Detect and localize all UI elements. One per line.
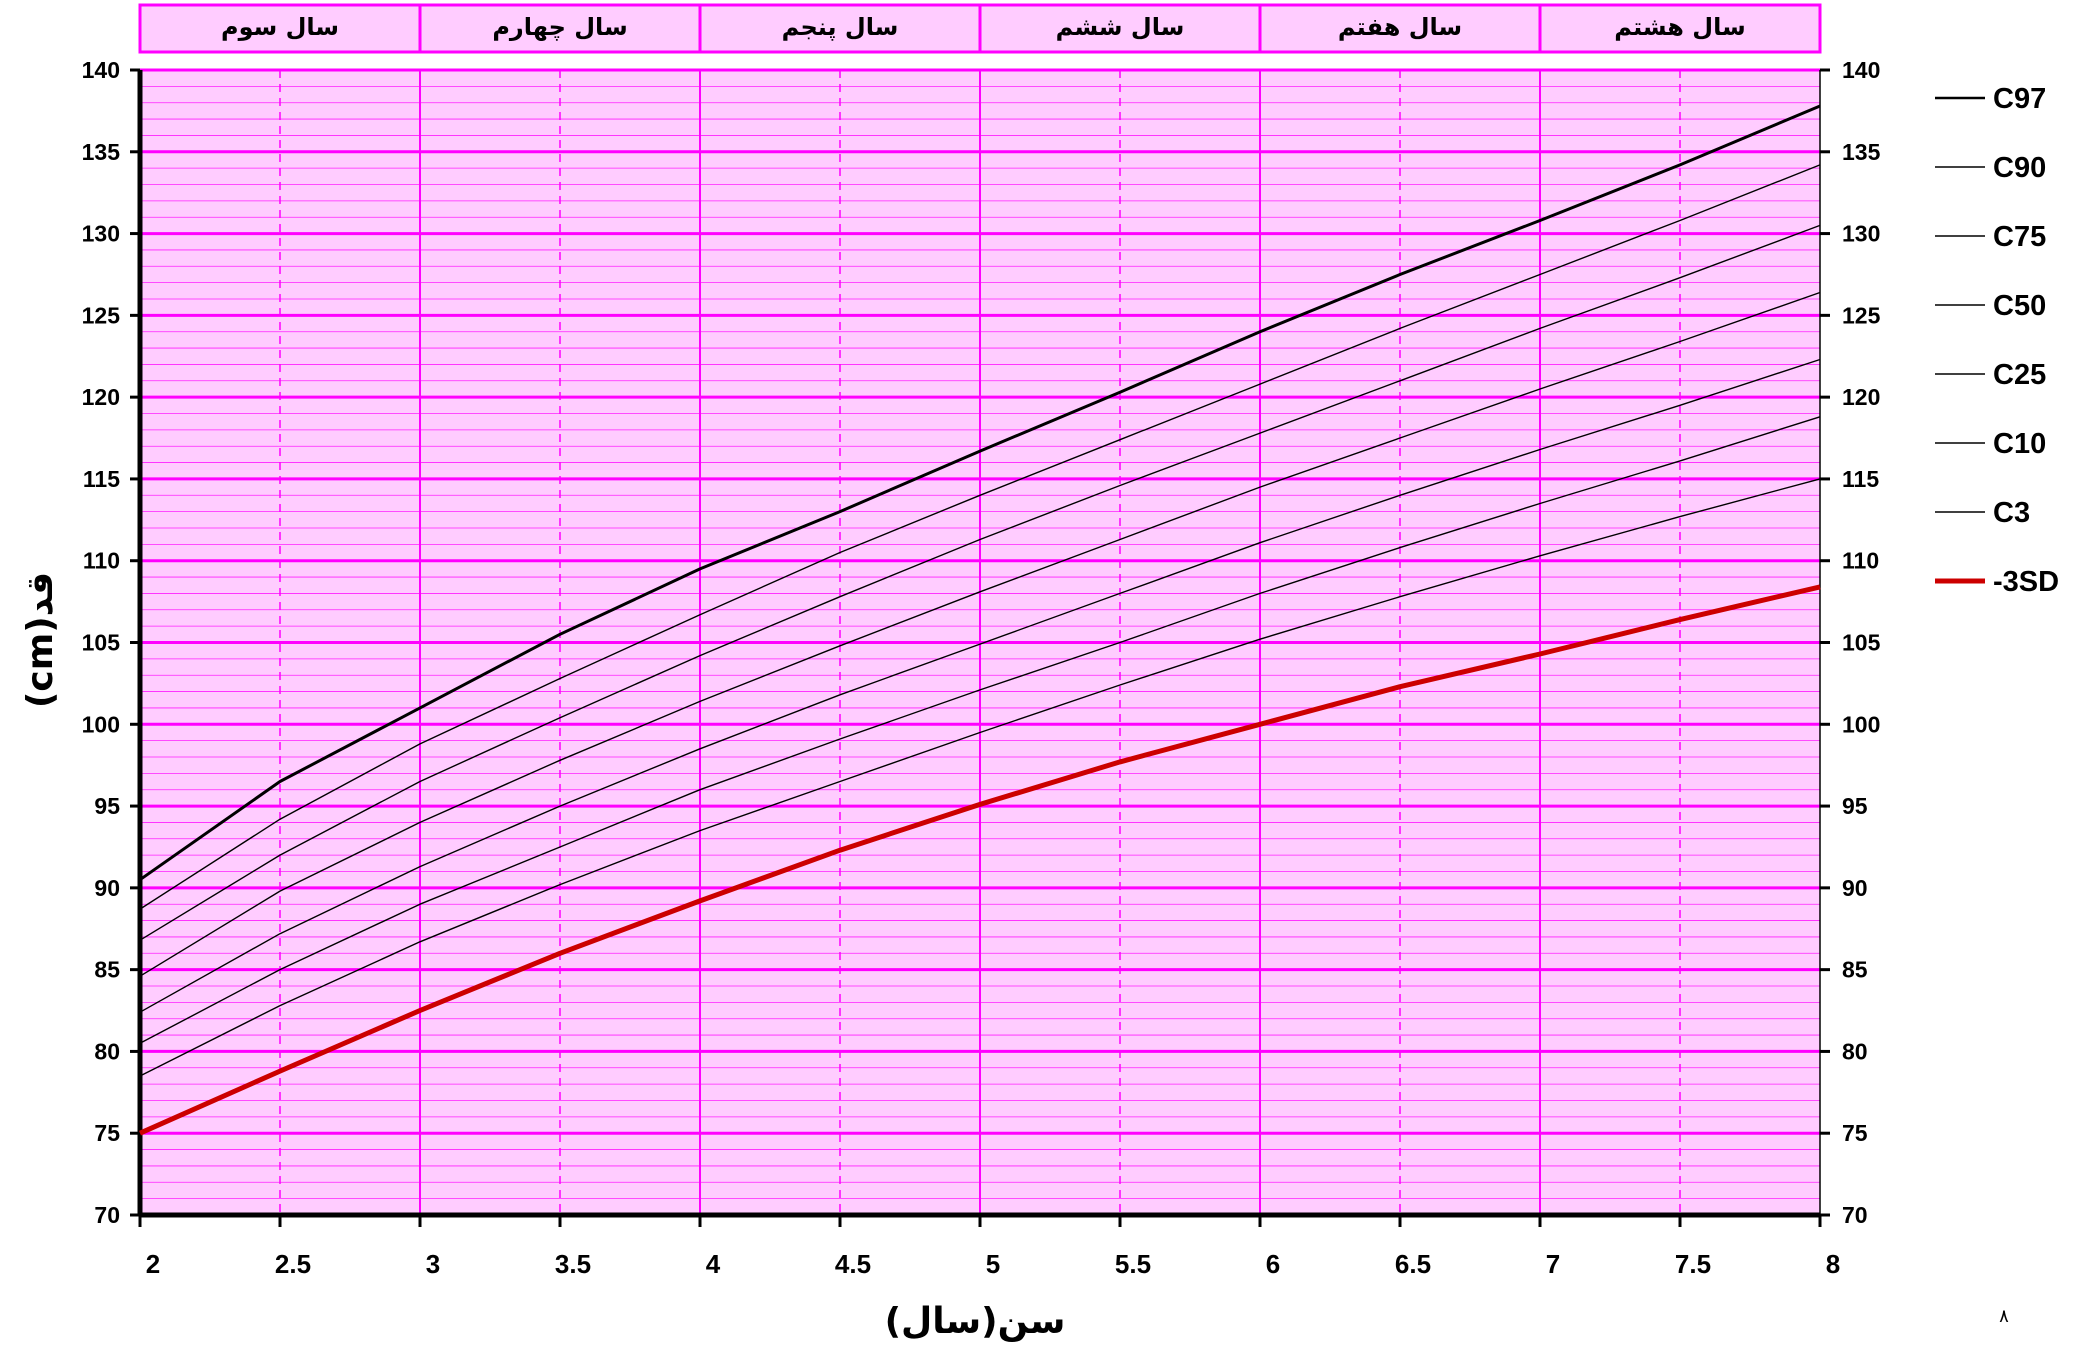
x-tick-label: 2.5 [275,1249,311,1279]
y-tick-label-left: 80 [94,1038,120,1064]
series-line-3sd [138,584,1821,1136]
x-tick-label: 5.5 [1115,1249,1151,1279]
y-tick-labels: 70 70 75 75 80 80 85 85 90 90 95 95 100 100 105 105 110 1… [82,57,1881,1228]
legend-label: C75 [1993,221,2046,253]
y-tick-label-left: 70 [94,1202,120,1228]
x-tick-label: 3.5 [555,1249,591,1279]
series-line-c10 [139,416,1821,1044]
legend-label: C97 [1993,83,2046,115]
y-tick-label-right: 105 [1842,630,1881,656]
x-tick-labels: 2 2.5 3 3.5 4 4.5 5 5.5 6 6.5 7 7.5 8 [146,1249,1840,1279]
y-tick-label-left: 95 [94,793,120,819]
legend-label: C3 [1993,497,2030,529]
y-tick-label-right: 135 [1842,139,1881,165]
series-line-c3 [139,478,1821,1077]
y-tick-label-right: 100 [1842,711,1880,737]
y-tick-label-left: 135 [82,139,121,165]
x-axis-title: سن(سال) [885,1301,1066,1342]
y-tick-label-left: 90 [94,875,120,901]
series-line-c50 [139,291,1821,977]
year-band-label: سال پنجم [782,13,899,41]
series-line-c75 [139,224,1821,941]
x-tick-label: 3 [426,1249,440,1279]
legend-label: C25 [1993,359,2046,391]
y-tick-label-right: 90 [1842,875,1868,901]
y-tick-label-left: 105 [82,630,121,656]
y-tick-label-right: 75 [1842,1120,1868,1146]
y-tick-label-left: 125 [82,302,121,328]
grid [140,68,1820,1215]
y-tick-label-left: 140 [82,57,120,83]
year-band-5 [1258,3,1542,54]
x-tick-label: 6.5 [1395,1249,1431,1279]
y-tick-label-right: 125 [1842,302,1881,328]
y-tick-label-right: 70 [1842,1202,1868,1228]
x-tick-label: 4 [706,1249,721,1279]
legend-label: C90 [1993,152,2046,184]
y-tick-label-right: 140 [1842,57,1880,83]
y-tick-label-right: 95 [1842,793,1868,819]
y-axis-title: قد(cm) [20,572,61,708]
x-tick-label: 2 [146,1249,160,1279]
y-tick-label-left: 115 [83,466,120,492]
year-band-label: سال هفتم [1338,13,1462,41]
y-tick-label-left: 120 [82,384,120,410]
y-tick-label-right: 130 [1842,221,1880,247]
legend-label: -3SD [1993,566,2059,598]
y-tick-label-right: 80 [1842,1038,1868,1064]
year-band-3 [698,3,982,54]
y-tick-label-right: 120 [1842,384,1880,410]
y-tick-label-right: 110 [1842,548,1879,574]
y-tick-label-left: 100 [82,711,120,737]
series-line-c90 [139,164,1821,910]
year-band-header: سال سوم سال چهارم سال پنجم سال ششم سال هفتم س… [138,3,1822,54]
legend: C97 C90 C75 C50 C25 C10 C3 -3SD [1935,83,2059,598]
y-tick-label-left: 130 [82,221,120,247]
y-tick-label-left: 110 [83,548,120,574]
legend-label: C50 [1993,290,2046,322]
year-band-6 [1538,3,1822,54]
year-band-label: سال هشتم [1614,13,1745,41]
x-tick-label: 5 [986,1249,1000,1279]
y-tick-label-left: 75 [94,1120,120,1146]
y-tick-label-right: 85 [1842,957,1868,983]
year-band-2 [418,3,702,54]
page-number: ۸ [1999,1306,2009,1327]
x-tick-label: 4.5 [835,1249,871,1279]
series-line-c25 [139,358,1821,1013]
x-tick-label: 8 [1826,1249,1840,1279]
x-tick-label: 7 [1546,1249,1560,1279]
x-tick-label: 6 [1266,1249,1280,1279]
year-band-1 [138,3,422,54]
year-band-label: سال ششم [1056,13,1185,41]
y-tick-label-right: 115 [1842,466,1879,492]
axes [130,68,1830,1227]
legend-label: C10 [1993,428,2046,460]
year-band-4 [978,3,1262,54]
series-lines [138,104,1821,1136]
year-band-label: سال چهارم [492,13,627,41]
series-line-c97 [139,104,1821,881]
year-band-label: سال سوم [221,13,339,41]
y-tick-label-left: 85 [94,957,120,983]
x-tick-label: 7.5 [1675,1249,1711,1279]
